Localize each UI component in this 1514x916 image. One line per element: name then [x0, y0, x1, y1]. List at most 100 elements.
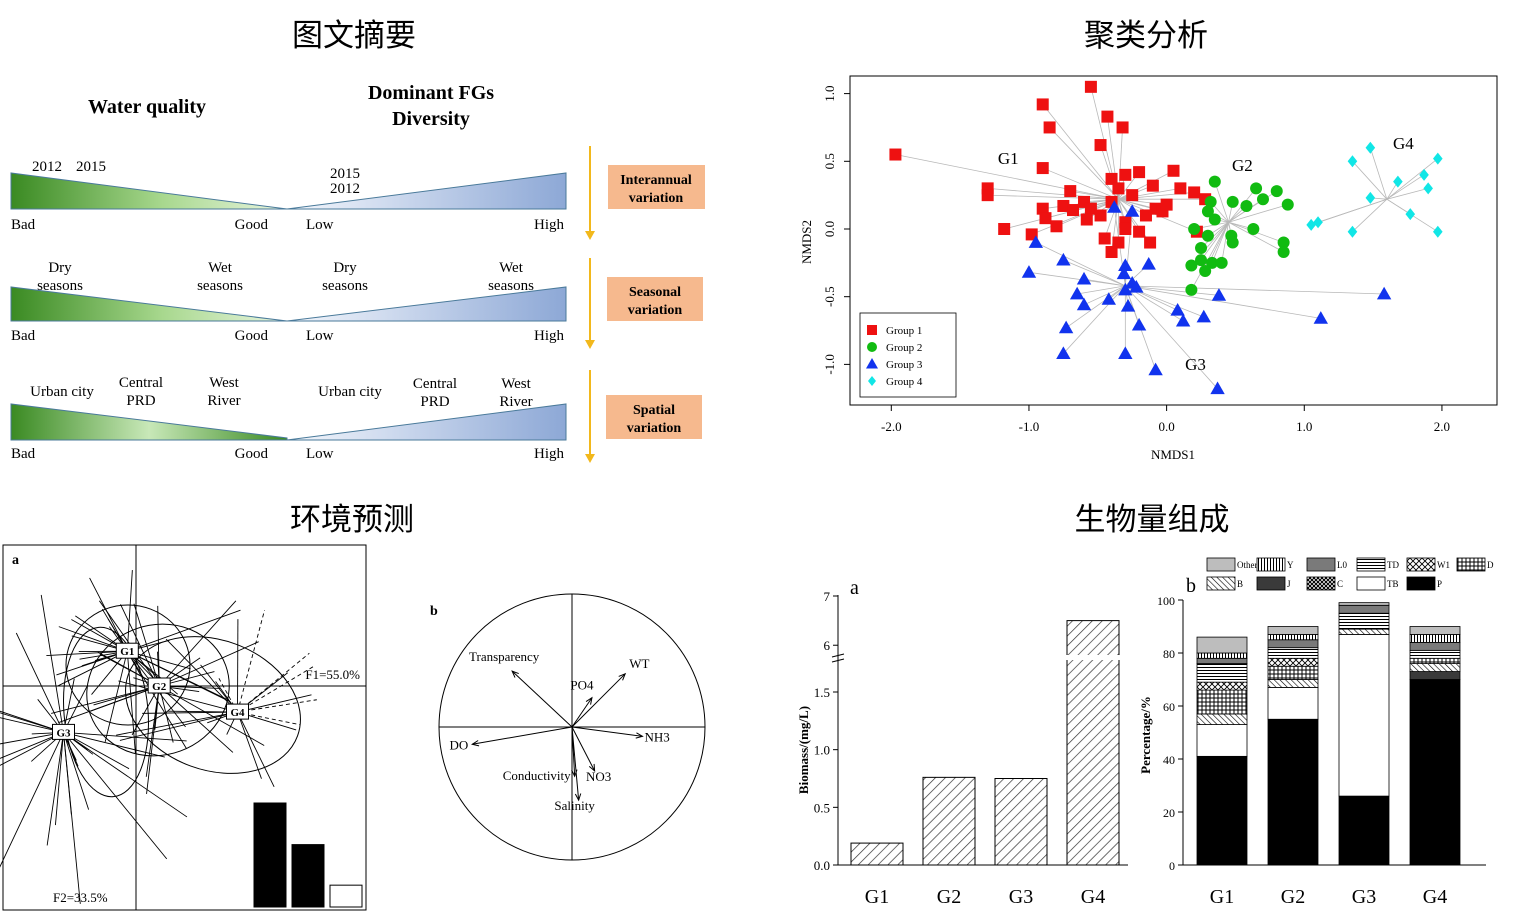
nmds-point [1148, 362, 1163, 376]
bio-a-category: G4 [1081, 886, 1105, 908]
env-a-group-label: G1 [120, 646, 134, 658]
bio-b-legend-swatch [1256, 557, 1286, 572]
nmds-point [1116, 121, 1129, 134]
env-b-vector [571, 697, 593, 728]
nmds-spider-line [1125, 285, 1321, 319]
bio-b-tick-label: 40 [1163, 753, 1175, 767]
bio-b-category: G2 [1281, 886, 1305, 908]
env-a-group-label: G2 [152, 681, 167, 693]
nmds-spider-line [1065, 285, 1126, 329]
nmds-point [1201, 205, 1214, 218]
row3-right-label-b: Central [413, 376, 457, 392]
bio-b-segment [1338, 634, 1390, 797]
nmds-point [1185, 259, 1198, 272]
env-a-site-ray [120, 604, 160, 687]
nmds-point [1365, 141, 1376, 154]
env-b-vector-label: Conductivity [503, 768, 571, 783]
nmds-legend-label: Group 4 [886, 376, 923, 388]
nmds-plot: -2.0 -1.0 0.0 1.0 2.01.00.50.0-0.5-1.0 G1 G2G… [799, 75, 1498, 462]
env-a-f1: F1=55.0% [305, 667, 360, 682]
row3-left-label-b: Central [119, 375, 163, 391]
nmds-legend-label: Group 2 [886, 342, 922, 354]
bio-b-legend-label: Y [1287, 560, 1294, 570]
nmds-point [1101, 110, 1114, 123]
bio-b-legend-label: W1 [1437, 560, 1450, 570]
nmds-xtick-label: -1.0 [1019, 419, 1040, 434]
env-b-vector-label: NH3 [644, 729, 669, 744]
bio-b-legend-label: P [1437, 579, 1442, 589]
bio-b-segment [1196, 755, 1248, 866]
env-b-vector [571, 726, 580, 801]
nmds-xlabel: NMDS1 [1151, 447, 1195, 462]
nmds-spider-lines [895, 86, 1439, 390]
nmds-spider-line [1200, 221, 1229, 249]
nmds-point [1347, 225, 1358, 238]
bio-b-segment [1409, 634, 1461, 643]
nmds-point [1043, 121, 1056, 134]
bio-b-legend-swatch [1356, 557, 1386, 572]
nmds-point [1199, 264, 1212, 277]
env-a-site-ray [0, 717, 64, 733]
env-a-site-ray [237, 711, 262, 779]
bio-b-legend-label: Others [1237, 560, 1261, 570]
env-b-label: b [430, 604, 438, 619]
nmds-legend-marker [866, 358, 878, 369]
nmds-point [1433, 152, 1443, 165]
bio-b-segment [1196, 652, 1248, 659]
nmds-point [1146, 179, 1159, 192]
bio-b-legend-swatch [1206, 557, 1236, 572]
bio-b-segment [1267, 634, 1319, 641]
env-b-vector [571, 726, 596, 772]
fg-wedge-seasonal [286, 286, 567, 322]
row2-left-label-d: seasons [197, 278, 243, 294]
env-b-vector-label: WT [629, 656, 649, 671]
nmds-point [1139, 209, 1152, 222]
env-a-site-ray [54, 732, 64, 826]
row1-bad: Bad [11, 217, 36, 233]
env-a-site-ray [51, 685, 160, 714]
nmds-spider-line [1386, 174, 1425, 200]
nmds-point [1195, 241, 1208, 254]
bio-b-segment [1338, 602, 1390, 606]
row2-left-label-c: Wet [208, 260, 233, 276]
bio-a-tick-label: 6 [824, 638, 831, 653]
nmds-spider-line [1352, 198, 1388, 232]
bio-b-segment [1267, 687, 1319, 720]
nmds-spider-line [1386, 158, 1439, 200]
env-a-site-ray [126, 570, 133, 652]
bio-a-category: G1 [865, 886, 889, 908]
nmds-point [1185, 283, 1198, 296]
nmds-spider-line [1049, 127, 1119, 200]
nmds-point [1247, 222, 1260, 235]
nmds-point [1084, 80, 1097, 93]
nmds-point [1119, 168, 1132, 181]
seasonal-box [607, 277, 703, 321]
row1-low: Low [306, 217, 334, 233]
bio-b-label: b [1186, 575, 1196, 597]
row2-right-label-a: Dry [333, 260, 357, 276]
env-a-site-ray [127, 650, 231, 703]
bio-a-bar [850, 842, 904, 866]
nmds-point [1405, 208, 1416, 221]
nmds-point [1126, 189, 1139, 202]
nmds-point [1208, 175, 1221, 188]
nmds-point [1365, 191, 1376, 204]
nmds-point [1067, 204, 1080, 217]
nmds-point [1376, 286, 1392, 300]
nmds-point [1188, 186, 1201, 199]
row2-bad: Bad [11, 328, 36, 344]
nmds-point [1170, 303, 1185, 316]
env-a-site-ray [237, 610, 265, 713]
row1-right-label-a: 2015 [330, 166, 360, 182]
nmds-spider-line [1311, 198, 1388, 226]
bio-b-segment [1409, 626, 1461, 635]
ellipse-g4 [125, 636, 301, 774]
wq-wedge-interannual [10, 172, 288, 210]
bio-b-segment [1267, 626, 1319, 635]
bio-b-segment [1338, 604, 1390, 614]
bio-a-category: G2 [937, 886, 961, 908]
row1-arrowhead [585, 231, 595, 240]
bio-b-bars [1196, 602, 1461, 866]
bio-b-legend-label: TD [1387, 560, 1399, 570]
